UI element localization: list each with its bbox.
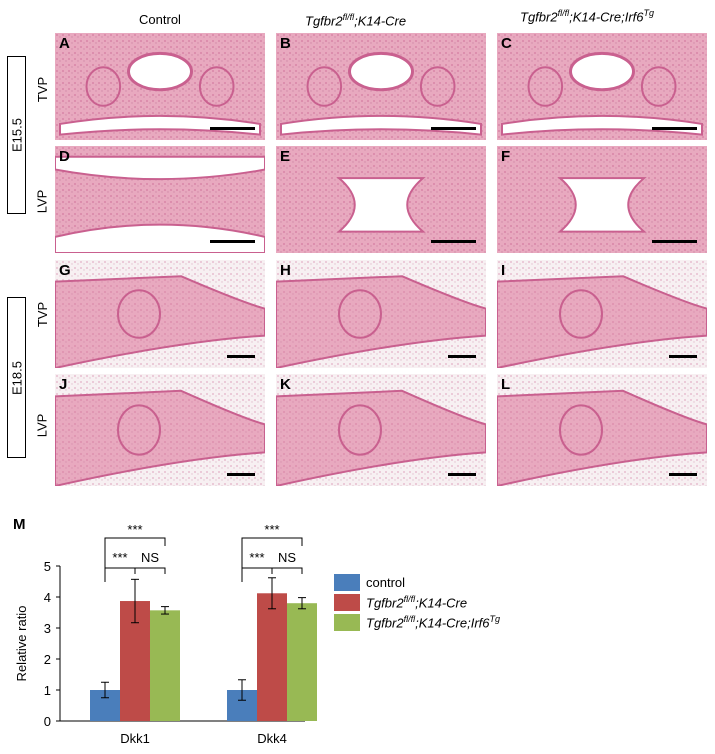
row-label-tvp-1: TVP bbox=[35, 76, 51, 103]
scale-bar bbox=[652, 240, 697, 243]
row-label-tvp-2: TVP bbox=[35, 301, 51, 328]
panel-label-h: H bbox=[280, 262, 291, 279]
y-tick-label: 4 bbox=[44, 590, 51, 605]
scale-bar bbox=[431, 127, 476, 130]
y-tick-label: 5 bbox=[44, 559, 51, 574]
y-tick-label: 3 bbox=[44, 621, 51, 636]
micrograph-panel-g: G bbox=[55, 260, 265, 368]
micrograph-panel-b: B bbox=[276, 33, 486, 140]
micrograph-panel-l: L bbox=[497, 374, 707, 486]
panel-label-i: I bbox=[501, 262, 506, 279]
micrograph-panel-i: I bbox=[497, 260, 707, 368]
significance-label: NS bbox=[141, 550, 159, 565]
stage-label-e18: E18.5 bbox=[7, 297, 26, 458]
row-label-lvp-1: LVP bbox=[34, 189, 50, 214]
panel-label-b: B bbox=[280, 35, 291, 52]
column-header-control: Control bbox=[139, 12, 181, 27]
panel-label-j: J bbox=[59, 376, 68, 393]
significance-label: *** bbox=[249, 550, 264, 565]
category-label: Dkk1 bbox=[120, 731, 150, 746]
micrograph-panel-h: H bbox=[276, 260, 486, 368]
y-tick-label: 0 bbox=[44, 714, 51, 729]
panel-label-d: D bbox=[59, 148, 70, 165]
panel-label-k: K bbox=[280, 376, 291, 393]
significance-bracket bbox=[271, 567, 303, 574]
significance-bracket bbox=[104, 537, 166, 582]
micrograph-panel-f: F bbox=[497, 146, 707, 253]
significance-bracket bbox=[134, 567, 166, 574]
significance-label: *** bbox=[112, 550, 127, 565]
y-tick-label: 1 bbox=[44, 683, 51, 698]
panel-label-g: G bbox=[59, 262, 71, 279]
panel-label-l: L bbox=[501, 376, 511, 393]
panel-label-a: A bbox=[59, 35, 70, 52]
y-axis-label: Relative ratio bbox=[14, 606, 29, 682]
scale-bar bbox=[210, 127, 255, 130]
bar bbox=[150, 610, 180, 721]
y-tick-label: 2 bbox=[44, 652, 51, 667]
scale-bar bbox=[448, 473, 476, 476]
category-label: Dkk4 bbox=[257, 731, 287, 746]
scale-bar bbox=[431, 240, 476, 243]
legend-swatch-irf6 bbox=[334, 614, 360, 631]
significance-bracket bbox=[241, 567, 273, 582]
legend-item-control: control bbox=[334, 574, 405, 591]
significance-label: *** bbox=[264, 522, 279, 537]
scale-bar bbox=[669, 473, 697, 476]
panel-label-e: E bbox=[280, 148, 291, 165]
scale-bar bbox=[210, 240, 255, 243]
legend-item-irf6: Tgfbr2fl/fl;K14-Cre;Irf6Tg bbox=[334, 614, 500, 631]
micrograph-panel-c: C bbox=[497, 33, 707, 140]
panel-label-f: F bbox=[501, 148, 511, 165]
legend-swatch-k14 bbox=[334, 594, 360, 611]
scale-bar bbox=[227, 355, 255, 358]
significance-bracket bbox=[241, 537, 303, 582]
scale-bar bbox=[669, 355, 697, 358]
significance-label: NS bbox=[278, 550, 296, 565]
column-header-irf6: Tgfbr2fl/fl;K14-Cre;Irf6Tg bbox=[520, 8, 655, 25]
legend-item-k14: Tgfbr2fl/fl;K14-Cre bbox=[334, 594, 467, 611]
row-label-lvp-2: LVP bbox=[34, 413, 50, 438]
micrograph-panel-k: K bbox=[276, 374, 486, 486]
scale-bar bbox=[448, 355, 476, 358]
micrograph-panel-d: D bbox=[55, 146, 265, 253]
micrograph-panel-j: J bbox=[55, 374, 265, 486]
legend-swatch-control bbox=[334, 574, 360, 591]
column-header-k14: Tgfbr2fl/fl;K14-Cre bbox=[305, 12, 407, 29]
stage-label-e15: E15.5 bbox=[7, 56, 26, 214]
bar bbox=[287, 603, 317, 721]
legend: control Tgfbr2fl/fl;K14-Cre Tgfbr2fl/fl;… bbox=[334, 574, 574, 634]
bar bbox=[257, 593, 287, 721]
panel-label-c: C bbox=[501, 35, 512, 52]
significance-bracket bbox=[104, 567, 136, 582]
scale-bar bbox=[227, 473, 255, 476]
micrograph-panel-a: A bbox=[55, 33, 265, 140]
panel-m-label: M bbox=[13, 516, 26, 533]
significance-label: *** bbox=[127, 522, 142, 537]
scale-bar bbox=[652, 127, 697, 130]
micrograph-panel-e: E bbox=[276, 146, 486, 253]
